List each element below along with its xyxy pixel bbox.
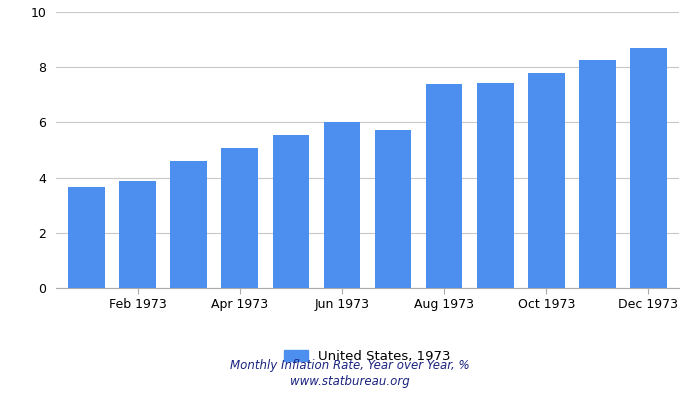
Bar [477,83,514,288]
Bar [170,161,207,288]
Bar [374,130,412,288]
Bar [221,148,258,288]
Legend: United States, 1973: United States, 1973 [279,344,456,368]
Bar [69,187,105,288]
Text: www.statbureau.org: www.statbureau.org [290,376,410,388]
Bar [630,48,666,288]
Bar [119,181,156,288]
Bar [528,73,565,288]
Bar [272,135,309,288]
Bar [579,60,616,288]
Bar [426,84,463,288]
Bar [323,122,360,288]
Text: Monthly Inflation Rate, Year over Year, %: Monthly Inflation Rate, Year over Year, … [230,360,470,372]
